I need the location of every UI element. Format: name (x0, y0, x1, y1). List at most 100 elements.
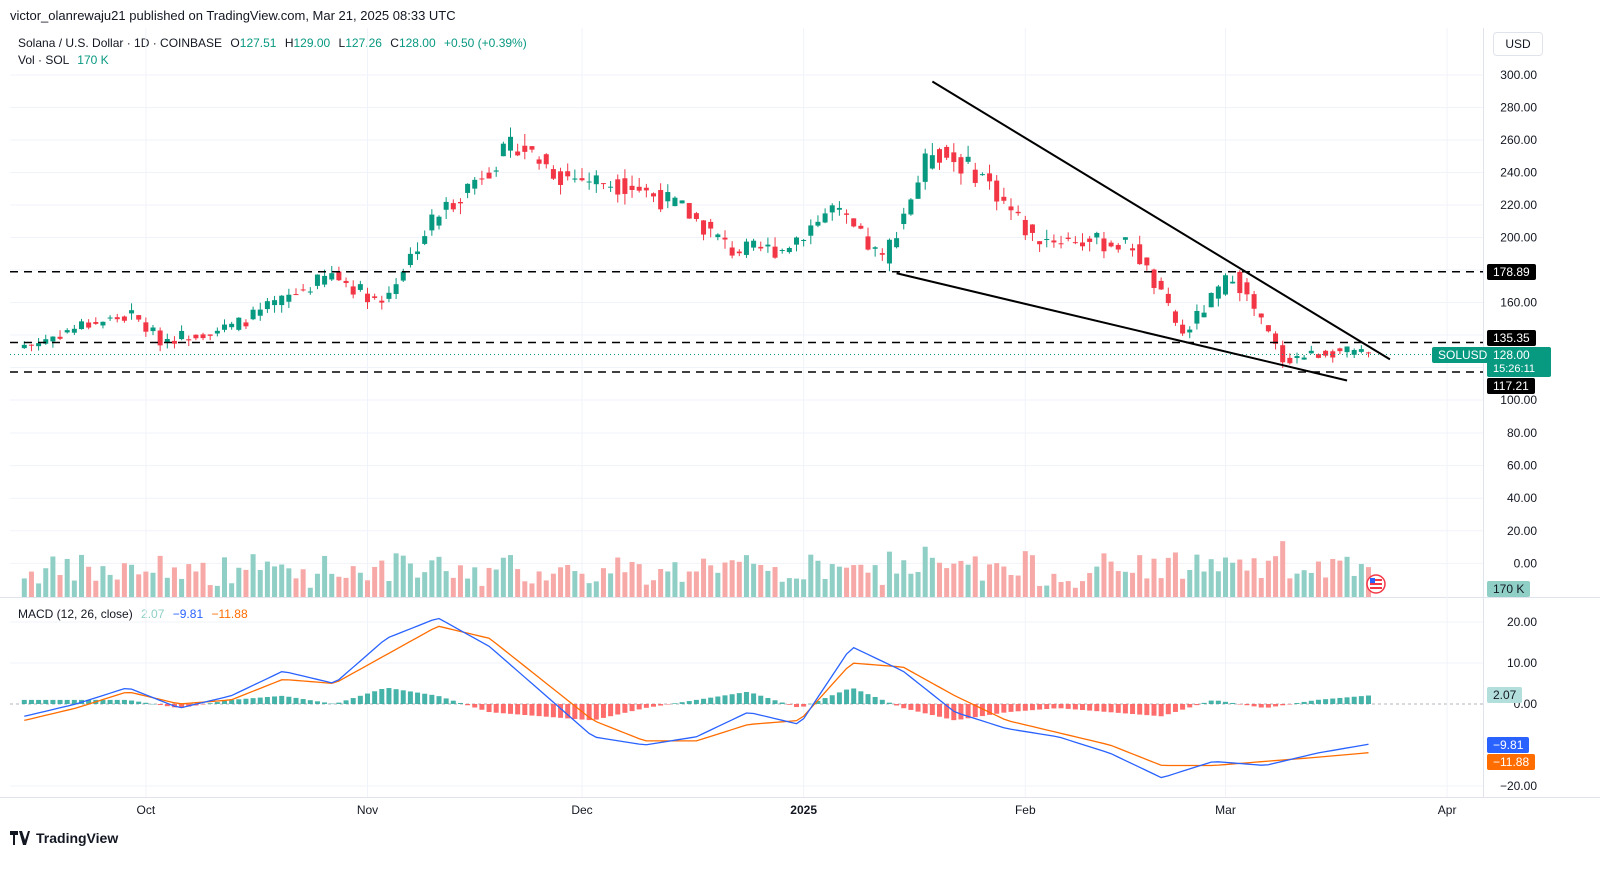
macd-hist-bar (1280, 704, 1286, 706)
candle-body (622, 178, 628, 194)
volume-label[interactable]: Vol · SOL (18, 53, 69, 67)
volume-bar (879, 584, 885, 597)
macd-hist-bar (679, 702, 685, 704)
volume-bar (994, 563, 1000, 597)
volume-bar (114, 579, 120, 597)
volume-bar (901, 560, 907, 597)
volume-bar (758, 565, 764, 597)
candle-body (901, 213, 907, 224)
candle-body (450, 203, 456, 210)
macd-hist-bar (314, 701, 320, 704)
macd-hist-bar (1058, 704, 1064, 709)
macd-hist-bar (1151, 704, 1157, 716)
macd-hist-bar (264, 697, 270, 704)
candle-body (400, 271, 406, 281)
macd-hist-bar (758, 695, 764, 704)
publish-info: victor_olanrewaju21 published on Trading… (10, 8, 456, 23)
macd-label[interactable]: MACD (12, 26, close) (18, 607, 133, 621)
candle-body (1273, 333, 1279, 344)
last-price: 128.00 (1493, 348, 1530, 362)
volume-bar (686, 571, 692, 597)
symbol-name[interactable]: Solana / U.S. Dollar · 1D · COINBASE (18, 36, 223, 50)
candle-body (1058, 243, 1064, 245)
volume-bar (643, 584, 649, 597)
volume-bar (93, 580, 99, 597)
candle-body (772, 246, 778, 258)
tradingview-icon (10, 831, 30, 845)
macd-hist-bar (636, 704, 642, 710)
candle-body (965, 156, 971, 162)
macd-hist-bar (1351, 696, 1357, 704)
volume-bar (886, 551, 892, 597)
candle-body (307, 291, 313, 293)
upper-wedge-line (931, 80, 1391, 361)
candle-body (779, 249, 785, 251)
macd-hist-bar (901, 704, 907, 709)
macd-hist-bar (815, 700, 821, 704)
volume-bar (1330, 558, 1336, 597)
volume-bar (693, 571, 699, 597)
volume-bar (794, 578, 799, 597)
macd-axis-label: 10.00 (1507, 656, 1537, 670)
volume-bar (157, 555, 163, 597)
candle-body (1037, 241, 1043, 245)
candle-body (615, 179, 621, 195)
macd-hist-bar (21, 699, 27, 704)
volume-bar (300, 569, 306, 597)
candle-body (465, 183, 471, 193)
volume-bar (343, 577, 349, 597)
candle-body (314, 274, 320, 286)
candle-body (1251, 294, 1257, 309)
candle-body (415, 251, 421, 255)
macd-hist-bar (987, 704, 993, 715)
candle-body (386, 292, 392, 299)
candle-body (1230, 281, 1236, 284)
level-tag-low: 117.21 (1487, 378, 1535, 394)
macd-legend: MACD (12, 26, close) 2.07 −9.81 −11.88 (18, 607, 248, 621)
macd-hist-bar (751, 693, 757, 704)
volume-bar (365, 580, 370, 597)
macd-hist-bar (944, 704, 950, 719)
volume-bar (1223, 557, 1228, 597)
tradingview-logo[interactable]: TradingView (10, 830, 118, 846)
volume-bar (872, 565, 878, 597)
macd-hist-bar (1201, 702, 1207, 704)
volume-bar (894, 573, 900, 597)
macd-hist-bar (236, 699, 242, 704)
macd-hist-bar (1230, 702, 1236, 704)
macd-hist-bar (1037, 704, 1043, 710)
candle-body (944, 146, 950, 158)
candle-body (915, 182, 921, 199)
candle-body (143, 322, 149, 332)
open-label: O (230, 36, 240, 50)
candle-body (422, 236, 428, 244)
macd-hist-tag: 2.07 (1487, 687, 1523, 703)
candle-body (1358, 349, 1364, 352)
volume-legend: Vol · SOL 170 K (18, 53, 109, 67)
macd-hist-bar (543, 704, 549, 717)
macd-hist-bar (329, 703, 335, 705)
macd-hist-bar (1115, 704, 1121, 713)
volume-bar (1158, 578, 1164, 597)
candle-body (636, 186, 642, 191)
candle-body (958, 157, 964, 174)
macd-hist-bar (1044, 704, 1050, 710)
candle-body (1029, 224, 1035, 233)
macd-hist-bar (536, 704, 542, 717)
volume-bar (143, 571, 149, 597)
candle-body (865, 236, 871, 250)
macd-hist-bar (572, 704, 578, 719)
candle-body (786, 248, 792, 253)
macd-signal-tag: −11.88 (1487, 754, 1536, 770)
candle-body (443, 201, 449, 210)
currency-button[interactable]: USD (1493, 32, 1543, 56)
candle-body (600, 183, 606, 185)
volume-bar (436, 556, 442, 597)
volume-bar (393, 553, 399, 597)
candle-body (200, 334, 206, 339)
candle-body (79, 321, 84, 330)
candle-body (579, 178, 585, 181)
candle-body (229, 323, 235, 328)
macd-hist-bar (1330, 698, 1336, 704)
